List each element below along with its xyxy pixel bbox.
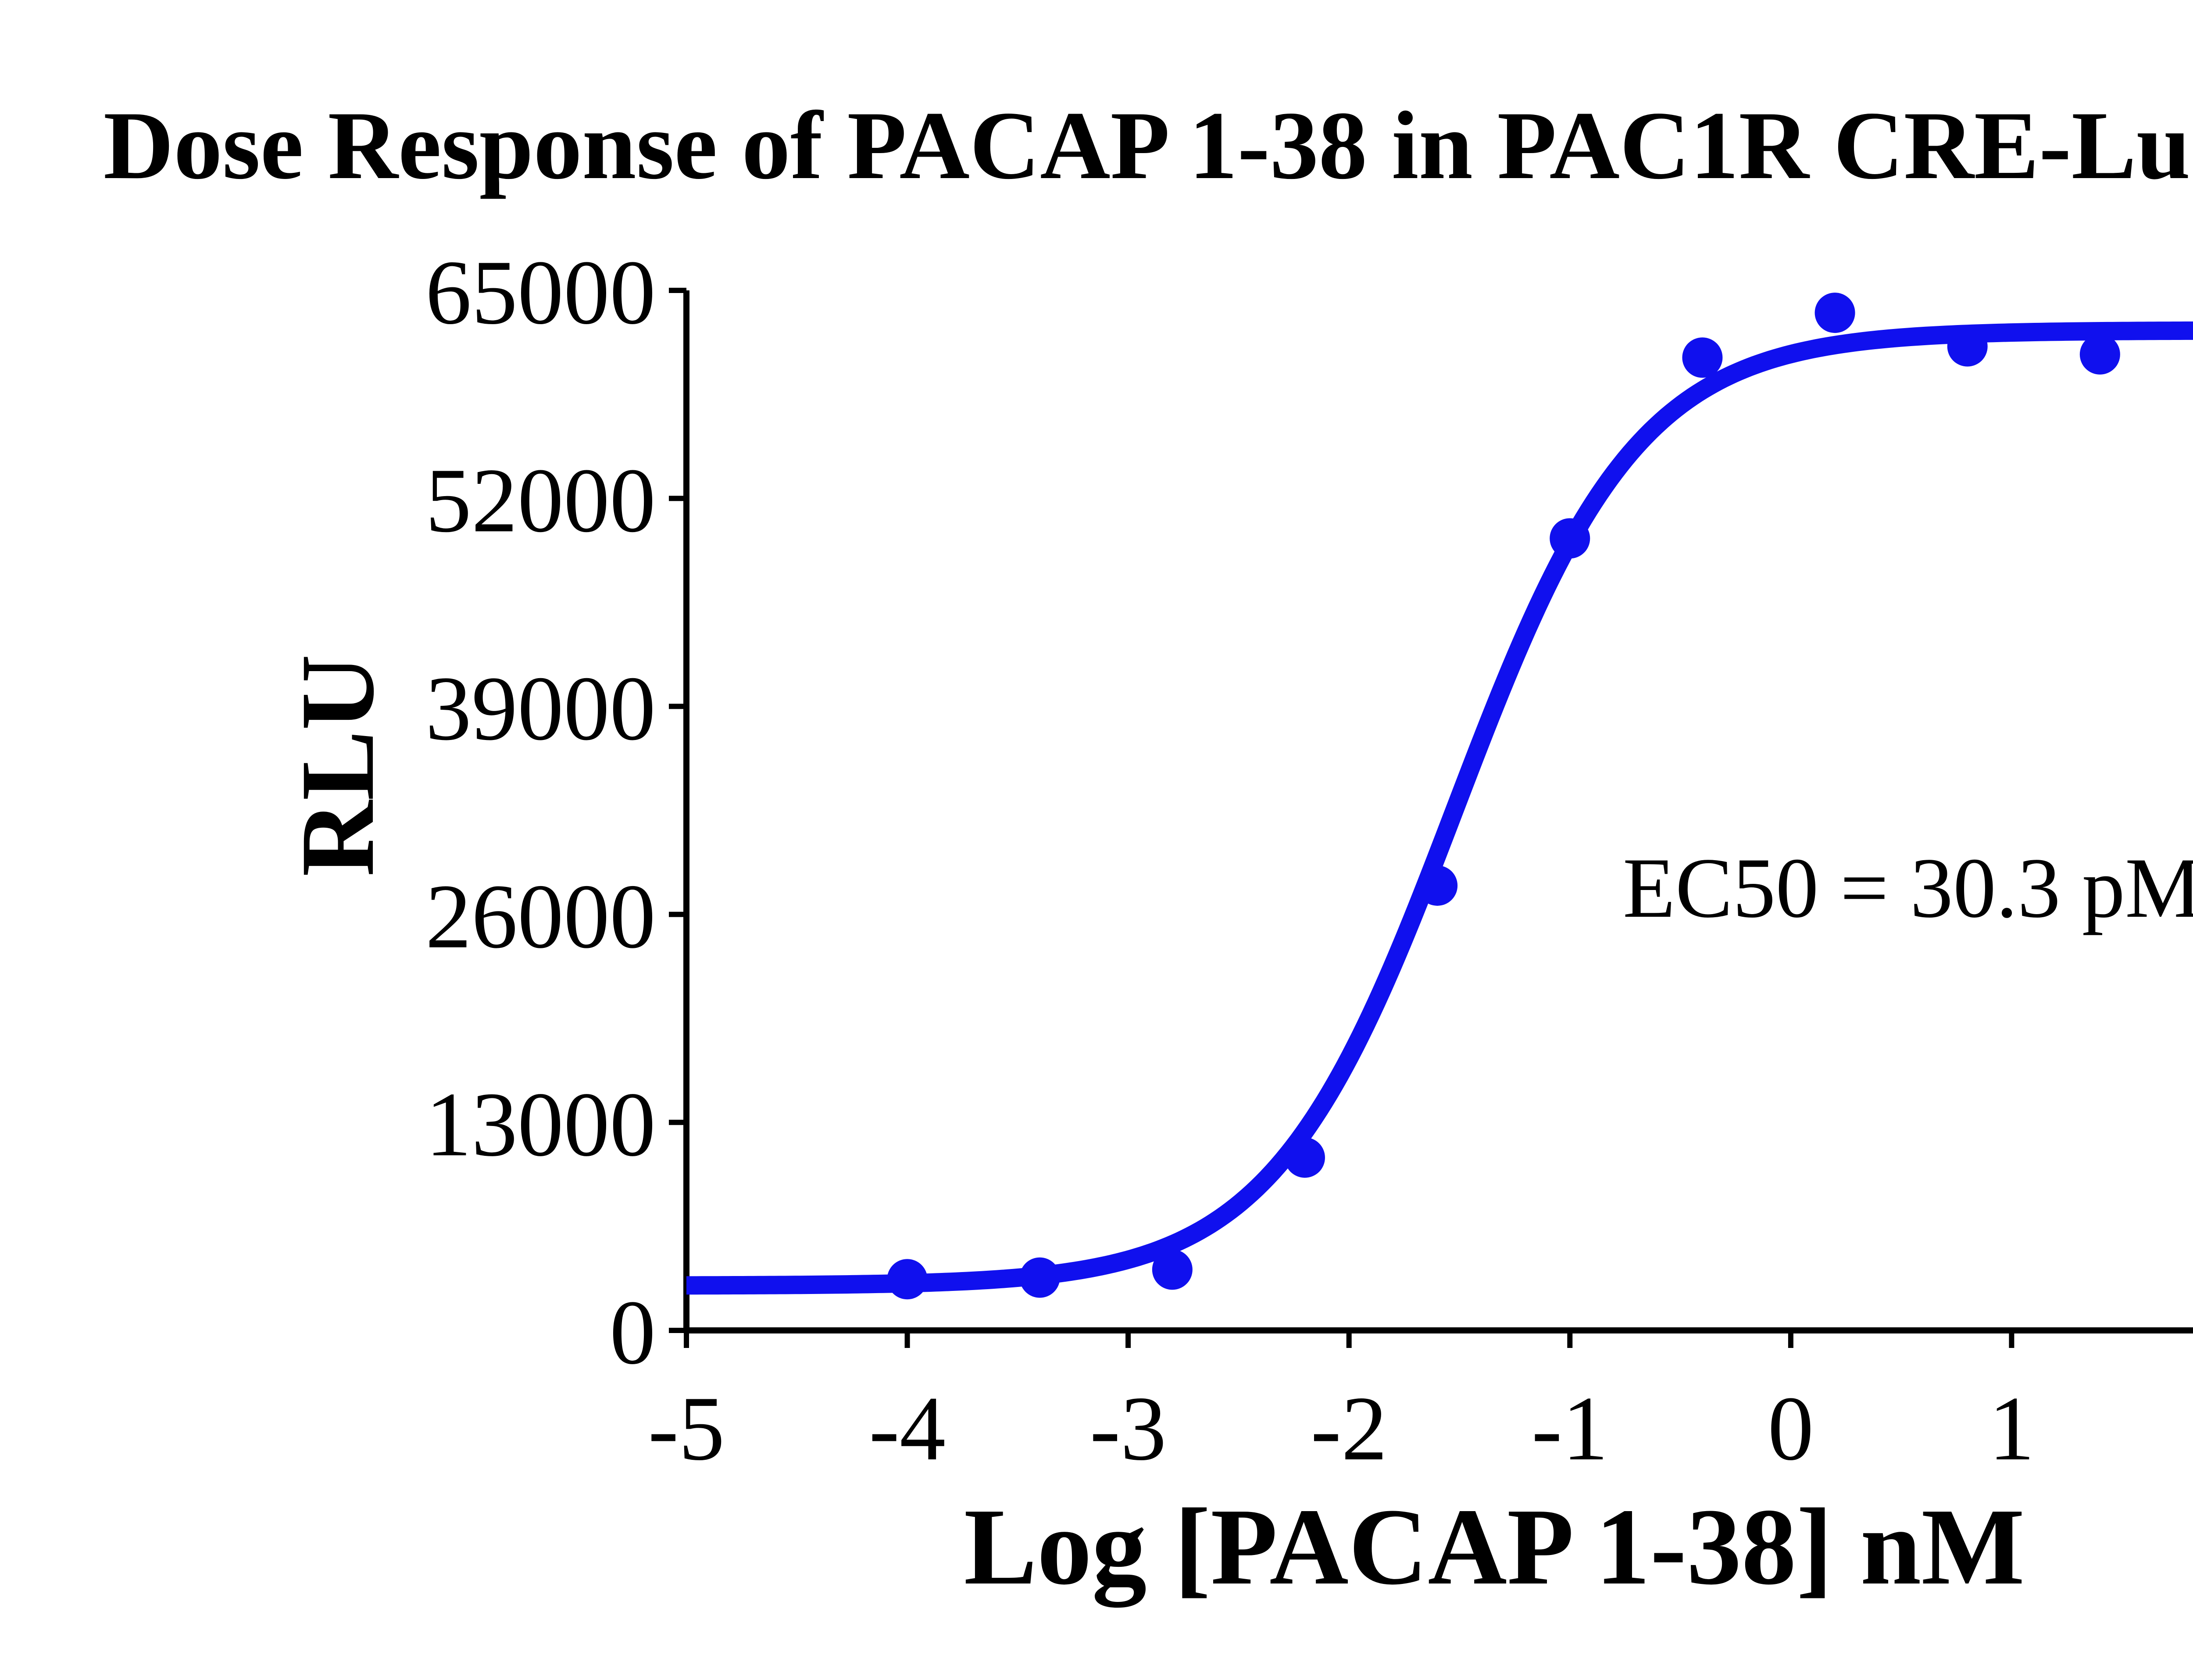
svg-text:13000: 13000 (425, 1074, 656, 1176)
svg-text:-3: -3 (1090, 1378, 1167, 1480)
svg-text:-5: -5 (648, 1378, 725, 1480)
svg-text:0: 0 (1768, 1378, 1814, 1480)
svg-text:1: 1 (1989, 1378, 2035, 1480)
svg-text:0: 0 (610, 1282, 656, 1383)
svg-text:-1: -1 (1532, 1378, 1608, 1480)
svg-text:-4: -4 (869, 1378, 946, 1480)
svg-text:RLU: RLU (279, 654, 396, 877)
svg-text:39000: 39000 (425, 658, 656, 759)
svg-text:EC50 = 30.3 pM: EC50 = 30.3 pM (1623, 840, 2193, 936)
svg-text:65000: 65000 (425, 242, 656, 343)
svg-text:Log [PACAP 1-38] nM: Log [PACAP 1-38] nM (964, 1486, 2025, 1608)
svg-text:-2: -2 (1311, 1378, 1387, 1480)
svg-text:52000: 52000 (425, 450, 656, 551)
svg-text:26000: 26000 (425, 866, 656, 968)
